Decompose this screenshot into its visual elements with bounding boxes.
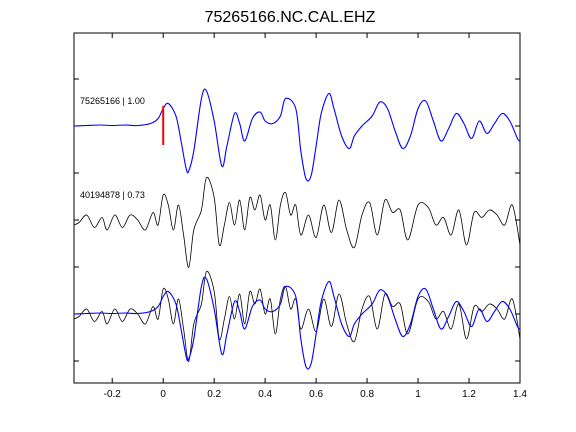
plot-area-frame xyxy=(73,32,521,384)
x-tick-label: 1.4 xyxy=(513,389,527,400)
x-axis: -0.2 0 0.2 0.4 0.6 0.8 1 1.2 1.4 xyxy=(104,33,527,400)
x-tick-label: 0.8 xyxy=(360,389,374,400)
x-tick-label: 1 xyxy=(415,389,421,400)
trace-labels: 75265166 | 1.00 40194878 | 0.73 xyxy=(80,96,145,200)
trace-line-0 xyxy=(73,88,521,182)
x-tick-label: -0.2 xyxy=(104,389,122,400)
trace-line-2 xyxy=(73,270,521,362)
chart-title: 75265166.NC.CAL.EHZ xyxy=(205,9,376,26)
trace-line-1 xyxy=(73,176,521,268)
trace-label-0: 75265166 | 1.00 xyxy=(80,96,145,106)
x-tick-label: 0.4 xyxy=(258,389,272,400)
x-tick-label: 1.2 xyxy=(462,389,476,400)
x-tick-label: 0.2 xyxy=(207,389,221,400)
x-tick-label: 0.6 xyxy=(309,389,323,400)
trace-label-1: 40194878 | 0.73 xyxy=(80,190,145,200)
x-tick-label: 0 xyxy=(160,389,166,400)
trace-line-3 xyxy=(73,276,521,370)
waveform-traces xyxy=(73,88,521,370)
